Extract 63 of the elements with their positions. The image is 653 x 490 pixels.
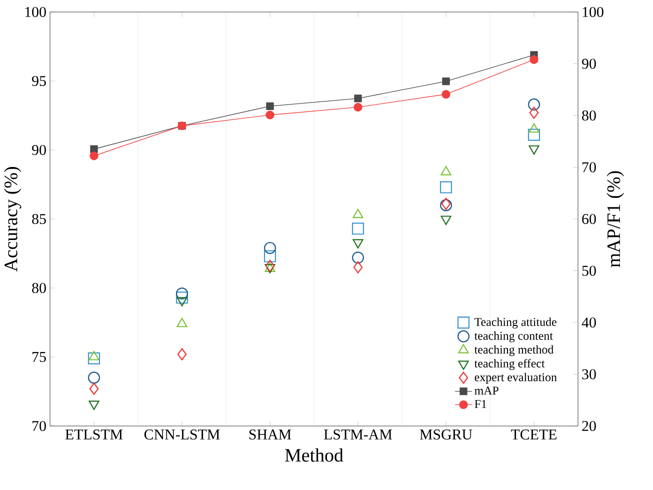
y-axis-title: Accuracy (%)	[4, 167, 22, 272]
point	[528, 123, 540, 133]
y2-tick-label: 50	[582, 266, 596, 276]
point	[176, 292, 188, 304]
point	[90, 145, 98, 153]
y2-tick-label: 100	[582, 6, 604, 18]
point	[264, 242, 276, 254]
y2-tick-label: 90	[582, 58, 596, 69]
point	[353, 261, 363, 274]
point	[88, 400, 100, 410]
x-tick-label: TCETE	[511, 430, 556, 440]
y-tick-label: 90	[32, 144, 46, 156]
y2-tick-label: 30	[582, 369, 596, 380]
point	[528, 128, 540, 141]
point	[352, 239, 364, 248]
point	[529, 106, 539, 119]
legend-label: teaching content	[474, 331, 553, 342]
y2-tick-label: 70	[582, 162, 596, 172]
point	[352, 252, 364, 264]
point	[440, 181, 452, 194]
point	[90, 152, 98, 160]
point	[265, 260, 275, 272]
point	[176, 287, 188, 300]
y2-axis-title: mAP/F1 (%)	[606, 171, 624, 268]
point	[354, 102, 362, 112]
point	[266, 110, 274, 120]
point	[89, 382, 99, 395]
legend-label: Teaching attitude	[474, 318, 556, 329]
legend-label: F1	[474, 400, 486, 408]
x-axis-title: Method	[285, 448, 344, 462]
point	[88, 352, 100, 364]
point	[177, 348, 187, 360]
x-tick-label: SHAM	[249, 430, 292, 440]
point	[352, 208, 364, 218]
point	[88, 372, 100, 384]
point	[530, 55, 538, 64]
y2-tick-label: 60	[582, 214, 596, 224]
point	[176, 297, 188, 306]
point	[528, 98, 540, 110]
y2-tick-label: 40	[582, 317, 596, 328]
legend-label: expert evaluation	[474, 372, 557, 384]
y2-tick-label: 20	[582, 420, 596, 432]
legend-label: teaching effect	[474, 358, 545, 370]
y-tick-label: 75	[32, 352, 46, 362]
y-tick-label: 95	[32, 76, 46, 86]
point	[266, 102, 274, 110]
legend-label: teaching method	[474, 345, 554, 356]
x-tick-label: LSTM-AM	[324, 430, 392, 440]
y-tick-label: 85	[32, 214, 46, 224]
point	[442, 78, 450, 86]
y-tick-label: 80	[32, 282, 46, 294]
x-tick-label: ETLSTM	[65, 430, 123, 440]
x-tick-label: MSGRU	[420, 430, 472, 440]
point	[264, 250, 276, 262]
point	[440, 166, 452, 176]
point	[354, 94, 362, 102]
y2-tick-label: 80	[582, 110, 596, 121]
point	[442, 90, 450, 99]
legend-label: mAP	[474, 386, 498, 395]
y-tick-label: 100	[25, 6, 46, 18]
y-tick-label: 70	[32, 420, 46, 432]
point	[352, 222, 364, 235]
x-tick-label: CNN-LSTM	[144, 430, 220, 440]
